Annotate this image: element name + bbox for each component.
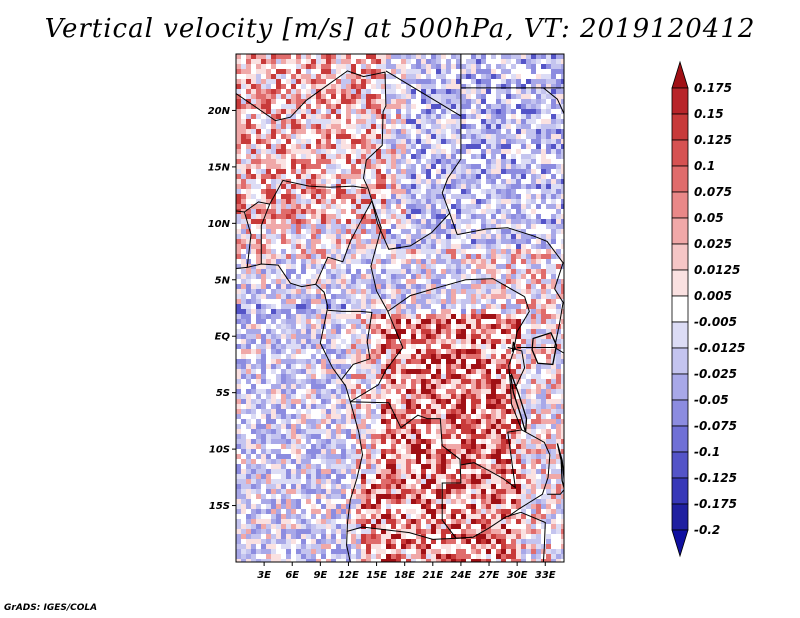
colorbar-segment (671, 347, 689, 375)
lon-label: 6E (285, 570, 299, 581)
grads-credit: GrADS: IGES/COLA (4, 603, 98, 613)
colorbar-label: -0.075 (694, 419, 737, 433)
colorbar-label: 0.0125 (694, 263, 740, 277)
lat-label: 5S (216, 388, 230, 399)
colorbar-segment (671, 295, 689, 323)
colorbar-label: -0.025 (694, 367, 737, 381)
plot-frame (235, 53, 565, 563)
lat-label: EQ (215, 332, 231, 343)
colorbar-label: -0.175 (694, 497, 737, 511)
colorbar-label: 0.025 (694, 237, 732, 251)
lat-label: 20N (208, 106, 231, 117)
colorbar-segment (671, 477, 689, 505)
colorbar-segment (671, 529, 689, 558)
lat-label: 15N (208, 162, 231, 173)
colorbar-segment (671, 139, 689, 167)
colorbar-segment (671, 113, 689, 141)
colorbar-segment (671, 425, 689, 453)
lon-label: 27E (479, 570, 500, 581)
lon-label: 15E (366, 570, 387, 581)
colorbar-label: 0.15 (694, 107, 724, 121)
colorbar-label: 0.1 (694, 159, 715, 173)
colorbar-segment (671, 60, 689, 89)
colorbar-label: -0.05 (694, 393, 729, 407)
colorbar-label: 0.125 (694, 133, 732, 147)
colorbar-label: 0.075 (694, 185, 732, 199)
lat-label: 10N (208, 219, 231, 230)
lon-label: 24E (451, 570, 472, 581)
colorbar-label: -0.1 (694, 445, 720, 459)
colorbar-label: 0.005 (694, 289, 732, 303)
lon-label: 18E (394, 570, 415, 581)
colorbar-segment (671, 243, 689, 271)
lat-label: 5N (215, 275, 231, 286)
map-title: Vertical velocity [m/s] at 500hPa, VT: 2… (44, 14, 756, 44)
colorbar-segment (671, 451, 689, 479)
lat-label: 15S (209, 501, 230, 512)
lon-label: 12E (338, 570, 359, 581)
colorbar-segment (671, 165, 689, 193)
colorbar-label: -0.2 (694, 523, 720, 537)
colorbar-label: 0.05 (694, 211, 724, 225)
colorbar-label: 0.175 (694, 81, 732, 95)
lon-label: 33E (535, 570, 556, 581)
lon-label: 3E (257, 570, 271, 581)
colorbar-label: -0.125 (694, 471, 737, 485)
lon-label: 21E (422, 570, 443, 581)
colorbar-segment (671, 373, 689, 401)
colorbar-segment (671, 87, 689, 115)
lon-label: 9E (313, 570, 327, 581)
colorbar-segment (671, 503, 689, 531)
country-borders (236, 54, 564, 562)
colorbar-label: -0.0125 (694, 341, 745, 355)
colorbar-segment (671, 269, 689, 297)
velocity-field (236, 54, 564, 562)
lat-label: 10S (209, 445, 230, 456)
colorbar-segment (671, 321, 689, 349)
colorbar: 0.175 0.15 0.125 0.1 0.075 0.05 0.025 0.0125 0.0… (671, 60, 745, 558)
lon-label: 30E (507, 570, 528, 581)
colorbar-segment (671, 191, 689, 219)
colorbar-segment (671, 217, 689, 245)
colorbar-label: -0.005 (694, 315, 737, 329)
colorbar-segment (671, 399, 689, 427)
